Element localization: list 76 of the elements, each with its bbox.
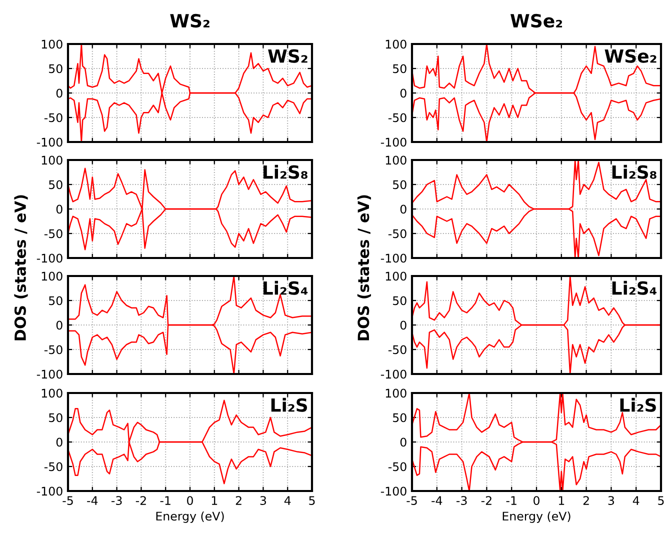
y-tick-label: 100: [386, 156, 406, 165]
y-tick-label: -50: [44, 462, 62, 472]
y-tick-label: -50: [44, 113, 62, 122]
y-tick-label: 100: [386, 40, 406, 49]
y-tick-label: 50: [49, 296, 62, 306]
y-tick-label: -100: [36, 370, 62, 379]
y-tick-label: 100: [42, 156, 62, 165]
x-axis-title: Energy (eV): [502, 511, 570, 523]
y-tick-label: -100: [380, 138, 406, 147]
y-tick-label: -100: [36, 138, 62, 147]
y-tick-label: 50: [393, 180, 406, 190]
x-tick-label: -3: [111, 496, 122, 505]
y-tick-label: -100: [36, 254, 62, 263]
x-tick-label: -2: [136, 496, 146, 505]
x-tick-label: -1: [160, 496, 170, 505]
x-tick-label: 4: [632, 496, 640, 505]
y-axis-title: DOS (states / eV): [14, 195, 28, 340]
x-axis-title: Energy (eV): [156, 511, 224, 523]
y-tick-label: 0: [56, 320, 62, 330]
x-tick-label: -4: [87, 496, 98, 505]
y-axis-title: DOS (states / eV): [357, 195, 371, 340]
y-tick-label: -50: [388, 462, 406, 472]
annotation: WSe₂: [604, 49, 656, 63]
x-tick-label: 2: [583, 496, 589, 505]
y-tick-label: 100: [42, 40, 62, 49]
y-tick-label: -50: [388, 229, 406, 238]
annotation: Li₂S₈: [263, 164, 308, 179]
y-tick-label: 100: [42, 272, 62, 281]
y-tick-label: 0: [400, 88, 406, 98]
x-tick-label: -2: [481, 496, 492, 505]
y-tick-label: 0: [400, 438, 406, 447]
y-tick-label: -50: [388, 345, 406, 354]
y-tick-label: 50: [49, 64, 62, 74]
y-tick-label: 50: [393, 64, 406, 74]
y-tick-label: 50: [49, 180, 62, 190]
annotation: Li₂S₄: [263, 280, 308, 295]
y-tick-label: 0: [56, 438, 62, 447]
x-tick-label: 4: [284, 496, 291, 505]
y-tick-label: 50: [49, 413, 62, 422]
y-tick-label: -50: [388, 113, 406, 122]
x-tick-label: 0: [534, 496, 540, 505]
y-tick-label: 0: [400, 204, 406, 214]
y-tick-label: 100: [386, 272, 406, 281]
y-tick-label: -100: [380, 370, 406, 379]
annotation: Li₂S₈: [612, 164, 656, 179]
chart-title: WS₂: [170, 14, 210, 28]
x-tick-label: -5: [62, 496, 73, 505]
x-tick-label: 3: [608, 496, 614, 505]
annotation: Li₂S: [620, 398, 656, 412]
y-tick-label: 0: [56, 204, 62, 214]
annotation: Li₂S₄: [612, 280, 657, 295]
y-tick-label: 0: [56, 88, 62, 98]
x-tick-label: -4: [432, 496, 442, 505]
x-tick-label: 1: [212, 496, 218, 505]
x-tick-label: 5: [658, 496, 664, 505]
y-tick-label: -100: [380, 486, 406, 496]
annotation: WS₂: [268, 49, 308, 63]
y-tick-label: 50: [393, 413, 406, 422]
y-tick-label: 100: [42, 388, 62, 398]
x-tick-label: 5: [309, 496, 315, 505]
x-tick-label: 2: [236, 496, 242, 505]
x-tick-label: 3: [260, 496, 266, 505]
chart-title: WSe₂: [510, 14, 562, 28]
y-tick-label: 100: [386, 388, 406, 398]
y-tick-label: -50: [44, 229, 62, 238]
x-tick-label: -5: [406, 496, 417, 505]
x-tick-label: -1: [506, 496, 516, 505]
x-tick-label: 1: [558, 496, 564, 505]
annotation: Li₂S: [271, 398, 308, 412]
y-tick-label: -100: [36, 486, 62, 496]
y-tick-label: 0: [400, 320, 406, 330]
x-tick-label: -3: [456, 496, 467, 505]
x-tick-label: 0: [187, 496, 193, 505]
y-tick-label: 50: [393, 296, 406, 306]
y-tick-label: -100: [380, 254, 406, 263]
y-tick-label: -50: [44, 345, 62, 354]
